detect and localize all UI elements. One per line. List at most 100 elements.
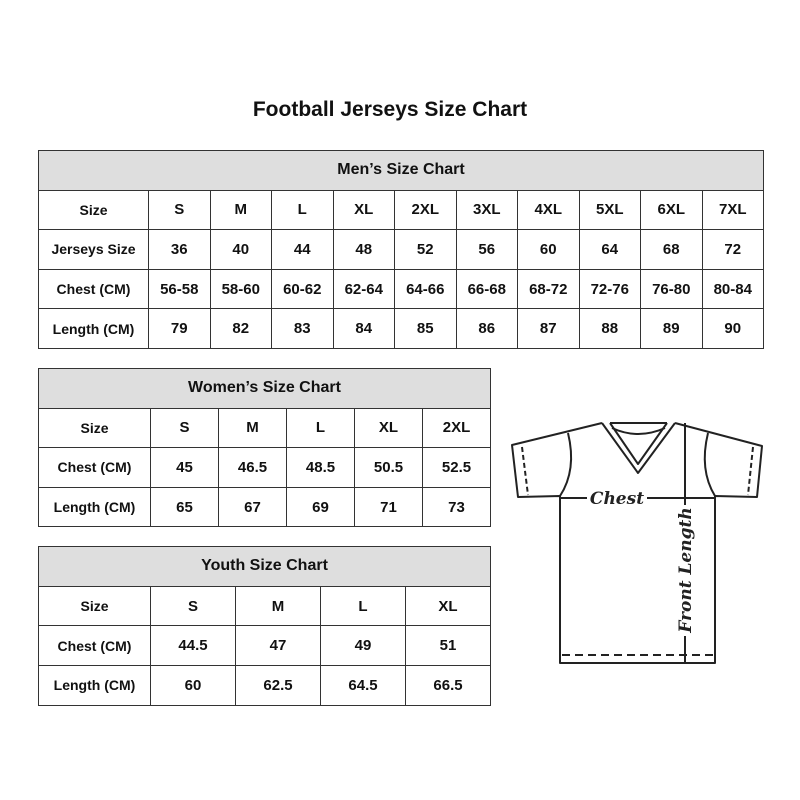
table-row: Chest (CM) 45 46.5 48.5 50.5 52.5 bbox=[38, 447, 491, 488]
table-cell: 51 bbox=[405, 625, 491, 667]
men-size-table: Men’s Size Chart Size S M L XL 2XL 3XL 4XL 5XL 6XL… bbox=[38, 150, 764, 349]
table-cell: 87 bbox=[517, 308, 580, 349]
table-cell: 73 bbox=[422, 486, 491, 528]
table-cell: 66.5 bbox=[405, 665, 491, 706]
table-cell: L bbox=[271, 189, 334, 231]
front-length-label: Front Length bbox=[676, 507, 696, 633]
collar-outer bbox=[601, 422, 676, 474]
page-title: Football Jerseys Size Chart bbox=[252, 98, 528, 121]
table-cell: XL bbox=[405, 585, 491, 627]
table-cell: 88 bbox=[578, 308, 641, 349]
table-cell: 85 bbox=[394, 308, 457, 349]
table-cell: M bbox=[218, 407, 287, 449]
table-cell: S bbox=[150, 585, 236, 627]
table-cell: 4XL bbox=[517, 189, 580, 231]
right-sleeve-hem bbox=[747, 446, 754, 496]
table-cell: 68-72 bbox=[517, 268, 580, 310]
left-armhole bbox=[559, 432, 573, 497]
table-cell: 48.5 bbox=[286, 447, 355, 488]
table-cell: L bbox=[320, 585, 406, 627]
table-cell: 44 bbox=[271, 229, 334, 270]
table-cell: 89 bbox=[640, 308, 703, 349]
table-cell: 45 bbox=[150, 447, 219, 488]
table-cell: 58-60 bbox=[209, 268, 272, 310]
table-cell: 71 bbox=[354, 486, 423, 528]
women-table-heading: Women’s Size Chart bbox=[38, 368, 491, 409]
table-cell: 56-58 bbox=[148, 268, 211, 310]
men-table-heading: Men’s Size Chart bbox=[38, 150, 764, 191]
row-label: Chest (CM) bbox=[38, 625, 151, 667]
table-cell: 86 bbox=[455, 308, 518, 349]
table-cell: 84 bbox=[332, 308, 395, 349]
youth-table-heading: Youth Size Chart bbox=[38, 546, 491, 587]
table-cell: 6XL bbox=[640, 189, 703, 231]
left-sleeve-hem bbox=[521, 446, 529, 496]
table-cell: 60 bbox=[150, 665, 236, 706]
table-cell: 64 bbox=[578, 229, 641, 270]
table-cell: 47 bbox=[235, 625, 321, 667]
table-cell: 49 bbox=[320, 625, 406, 667]
table-cell: 80-84 bbox=[701, 268, 764, 310]
row-label: Length (CM) bbox=[38, 665, 151, 706]
table-cell: 52.5 bbox=[422, 447, 491, 488]
row-label: Length (CM) bbox=[38, 486, 151, 528]
table-cell: 60-62 bbox=[271, 268, 334, 310]
table-cell: L bbox=[286, 407, 355, 449]
table-cell: M bbox=[235, 585, 321, 627]
table-row: Size S M L XL 2XL bbox=[38, 407, 491, 449]
table-cell: 64.5 bbox=[320, 665, 406, 706]
table-cell: 72-76 bbox=[578, 268, 641, 310]
table-cell: 67 bbox=[218, 486, 287, 528]
table-row: Size S M L XL 2XL 3XL 4XL 5XL 6XL 7XL bbox=[38, 189, 764, 231]
jersey-diagram-icon: Chest Front Length bbox=[511, 422, 763, 664]
table-cell: 64-66 bbox=[394, 268, 457, 310]
collar-band bbox=[610, 422, 667, 435]
table-cell: 48 bbox=[332, 229, 395, 270]
table-cell: 44.5 bbox=[150, 625, 236, 667]
table-cell: 56 bbox=[455, 229, 518, 270]
women-size-table: Women’s Size Chart Size S M L XL 2XL Chest (CM)… bbox=[38, 368, 491, 528]
table-cell: 82 bbox=[209, 308, 272, 349]
table-cell: 65 bbox=[150, 486, 219, 528]
table-cell: 50.5 bbox=[354, 447, 423, 488]
table-cell: 66-68 bbox=[455, 268, 518, 310]
table-cell: 62.5 bbox=[235, 665, 321, 706]
row-label: Chest (CM) bbox=[38, 447, 151, 488]
table-cell: 46.5 bbox=[218, 447, 287, 488]
table-cell: 2XL bbox=[394, 189, 457, 231]
table-cell: 3XL bbox=[455, 189, 518, 231]
table-cell: 52 bbox=[394, 229, 457, 270]
youth-size-table: Youth Size Chart Size S M L XL Chest (CM) 44.5 4… bbox=[38, 546, 491, 706]
table-row: Size S M L XL bbox=[38, 585, 491, 627]
collar-inner bbox=[609, 422, 668, 465]
table-cell: S bbox=[150, 407, 219, 449]
table-row: Jerseys Size 36 40 44 48 52 56 60 64 68 72 bbox=[38, 229, 764, 270]
table-cell: 68 bbox=[640, 229, 703, 270]
table-cell: 79 bbox=[148, 308, 211, 349]
table-cell: 2XL bbox=[422, 407, 491, 449]
row-label: Size bbox=[38, 189, 149, 231]
table-row: Length (CM) 79 82 83 84 85 86 87 88 89 90 bbox=[38, 308, 764, 349]
table-cell: 36 bbox=[148, 229, 211, 270]
table-cell: 90 bbox=[701, 308, 764, 349]
table-cell: 83 bbox=[271, 308, 334, 349]
table-cell: 7XL bbox=[701, 189, 764, 231]
table-row: Chest (CM) 44.5 47 49 51 bbox=[38, 625, 491, 667]
table-cell: M bbox=[209, 189, 272, 231]
row-label: Jerseys Size bbox=[38, 229, 149, 270]
table-cell: 72 bbox=[701, 229, 764, 270]
jersey-outline bbox=[511, 422, 763, 664]
table-row: Chest (CM) 56-58 58-60 60-62 62-64 64-66 66-68… bbox=[38, 268, 764, 310]
table-cell: 69 bbox=[286, 486, 355, 528]
right-armhole bbox=[703, 432, 716, 497]
table-cell: 76-80 bbox=[640, 268, 703, 310]
row-label: Length (CM) bbox=[38, 308, 149, 349]
table-cell: 62-64 bbox=[332, 268, 395, 310]
table-cell: S bbox=[148, 189, 211, 231]
row-label: Size bbox=[38, 585, 151, 627]
table-row: Length (CM) 60 62.5 64.5 66.5 bbox=[38, 665, 491, 706]
chest-label: Chest bbox=[590, 489, 644, 509]
table-cell: 60 bbox=[517, 229, 580, 270]
table-cell: 5XL bbox=[578, 189, 641, 231]
row-label: Size bbox=[38, 407, 151, 449]
